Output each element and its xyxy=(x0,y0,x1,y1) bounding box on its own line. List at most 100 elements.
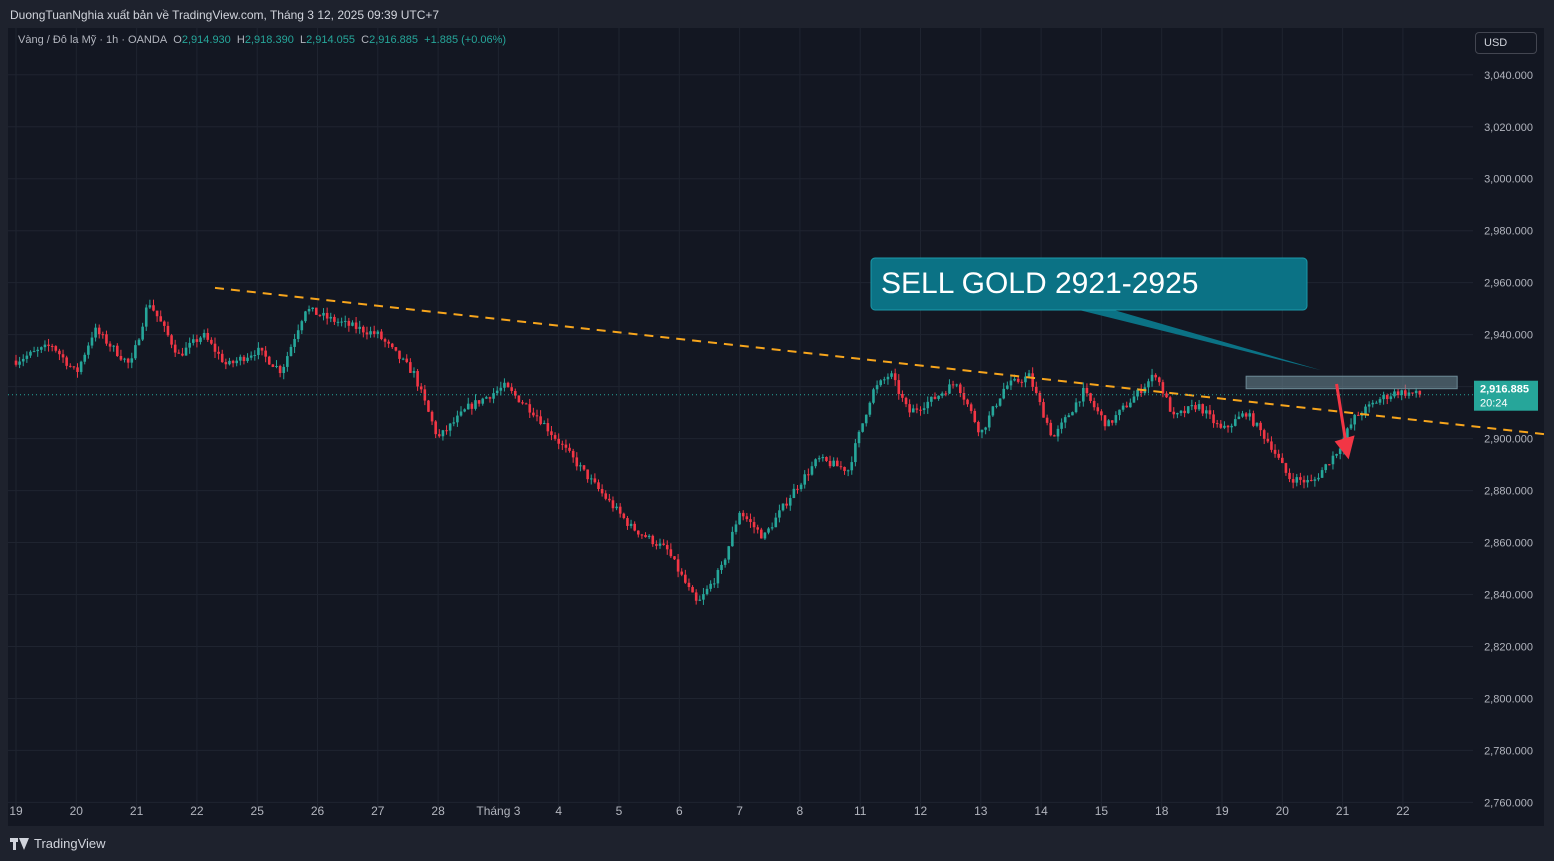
chart-frame[interactable]: SELL GOLD 2921-2925 3,040.000 3,020.000 3,… xyxy=(8,28,1544,826)
candle-body xyxy=(604,493,608,499)
time-tick-label: 22 xyxy=(190,804,204,818)
candle-body xyxy=(191,339,195,343)
brand[interactable]: TradingView xyxy=(10,836,106,851)
candle-body xyxy=(365,332,369,335)
candle-body xyxy=(1168,397,1172,412)
candle-body xyxy=(40,347,43,350)
candle-body xyxy=(253,355,257,357)
candle-body xyxy=(760,529,763,539)
candle-body xyxy=(282,366,286,374)
candle-body xyxy=(329,316,333,319)
candle-body xyxy=(492,393,495,399)
candle-body xyxy=(958,384,962,394)
brand-name: TradingView xyxy=(34,836,106,851)
time-tick-label: 25 xyxy=(251,804,265,818)
candle-body xyxy=(861,423,864,432)
price-axis[interactable]: 3,040.000 3,020.000 3,000.000 2,980.000 2,96… xyxy=(1474,70,1538,810)
sell-arrow-head xyxy=(1334,435,1355,460)
currency-button[interactable]: USD xyxy=(1475,32,1537,54)
candle-body xyxy=(1132,396,1136,403)
candle-body xyxy=(843,466,846,471)
candle-body xyxy=(123,358,126,360)
candle-body xyxy=(130,358,134,363)
time-tick-label: 19 xyxy=(1215,804,1229,818)
candle-body xyxy=(608,498,611,501)
candle-body xyxy=(1309,480,1313,482)
price-chart[interactable]: SELL GOLD 2921-2925 3,040.0003,020.0003,… xyxy=(8,28,1544,826)
candle-body xyxy=(235,360,238,364)
candle-body xyxy=(1045,417,1049,423)
candle-body xyxy=(629,523,633,526)
time-tick-label: 14 xyxy=(1034,804,1048,818)
candle-body xyxy=(163,321,166,326)
candle-body xyxy=(257,347,260,356)
price-tick-label: 2,960.000 xyxy=(1484,278,1533,290)
candle-body xyxy=(1230,425,1233,428)
candle-body xyxy=(665,544,669,550)
sell-zone xyxy=(1245,375,1458,390)
candle-body xyxy=(542,423,546,425)
candle-body xyxy=(712,583,716,585)
candle-body xyxy=(1382,395,1385,400)
candle-body xyxy=(1154,374,1157,378)
candle-body xyxy=(1270,441,1273,450)
candle-body xyxy=(1411,392,1414,394)
candle-body xyxy=(1056,428,1060,437)
candle-body xyxy=(87,345,90,355)
candle-body xyxy=(278,365,282,374)
candle-body xyxy=(709,583,712,589)
candle-body xyxy=(434,421,437,435)
candle-body xyxy=(1129,402,1132,408)
candle-body xyxy=(948,384,951,394)
callout-box xyxy=(870,257,1308,311)
candle-body xyxy=(448,423,452,431)
candle-body xyxy=(503,382,506,388)
price-tick-label: 3,040.000 xyxy=(1484,70,1533,82)
candle-body xyxy=(58,350,61,355)
candle-body xyxy=(333,316,336,322)
candle-body xyxy=(311,307,314,309)
candle-body xyxy=(1266,438,1270,442)
sell-arrow-shaft xyxy=(1335,383,1349,448)
candle-body xyxy=(1074,402,1078,413)
candle-body xyxy=(401,358,405,360)
candle-body xyxy=(977,421,980,433)
time-tick-label: 13 xyxy=(974,804,988,818)
candle-body xyxy=(644,534,647,538)
candle-body xyxy=(466,403,470,410)
candle-body xyxy=(915,408,919,410)
candle-body xyxy=(1139,389,1143,394)
candle-body xyxy=(459,411,463,416)
candle-body xyxy=(937,395,940,399)
candle-body xyxy=(546,423,550,432)
candle-body xyxy=(1313,479,1317,481)
candle-body xyxy=(94,327,97,338)
candle-body xyxy=(1396,391,1400,396)
candle-body xyxy=(788,498,792,506)
candle-body xyxy=(456,415,459,423)
candle-body xyxy=(1212,414,1215,424)
candle-body xyxy=(1100,411,1103,416)
candle-body xyxy=(973,410,977,422)
candle-body xyxy=(1107,420,1110,427)
candle-body xyxy=(901,393,904,398)
time-tick-label: 11 xyxy=(854,804,867,818)
candle-body xyxy=(651,535,655,545)
candle-body xyxy=(731,531,734,547)
candle-body xyxy=(1273,449,1277,454)
candle-body xyxy=(351,322,354,326)
candle-body xyxy=(322,312,325,316)
candle-body xyxy=(485,397,488,399)
candle-body xyxy=(785,503,788,506)
candle-body xyxy=(427,400,430,412)
time-axis[interactable]: 19 20 21 22 25 26 27 28 Tháng 3 4 5 6 7 8 11 12 13 14 15 18… xyxy=(9,804,1410,818)
candle-body xyxy=(405,358,409,363)
candle-body xyxy=(119,356,123,360)
candle-body xyxy=(1295,477,1299,483)
candle-body xyxy=(76,367,79,372)
candle-body xyxy=(29,351,32,356)
candle-body xyxy=(387,341,390,344)
candle-body xyxy=(687,582,691,588)
candle-body xyxy=(1009,380,1013,386)
price-tick-label: 2,820.000 xyxy=(1484,641,1533,653)
